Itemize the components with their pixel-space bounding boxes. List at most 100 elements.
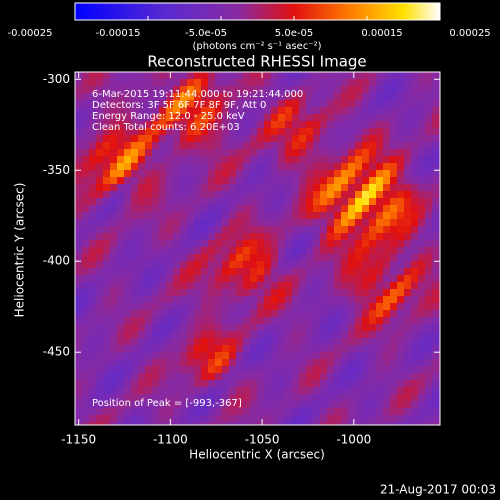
- image-cell: [369, 401, 376, 408]
- image-cell: [327, 86, 334, 93]
- image-cell: [376, 128, 383, 135]
- image-cell: [201, 415, 208, 422]
- image-cell: [103, 303, 110, 310]
- image-cell: [327, 177, 334, 184]
- image-cell: [411, 107, 418, 114]
- image-cell: [89, 170, 96, 177]
- image-cell: [292, 275, 299, 282]
- image-cell: [124, 149, 131, 156]
- image-cell: [334, 282, 341, 289]
- image-cell: [383, 219, 390, 226]
- image-cell: [152, 408, 159, 415]
- image-cell: [222, 212, 229, 219]
- image-cell: [327, 240, 334, 247]
- image-cell: [411, 212, 418, 219]
- image-cell: [334, 163, 341, 170]
- image-cell: [222, 254, 229, 261]
- image-cell: [173, 79, 180, 86]
- image-cell: [173, 149, 180, 156]
- image-cell: [138, 366, 145, 373]
- image-cell: [306, 177, 313, 184]
- image-cell: [299, 373, 306, 380]
- image-cell: [383, 373, 390, 380]
- image-cell: [159, 156, 166, 163]
- image-cell: [103, 128, 110, 135]
- image-cell: [348, 156, 355, 163]
- image-cell: [173, 240, 180, 247]
- image-cell: [369, 212, 376, 219]
- image-cell: [82, 296, 89, 303]
- image-cell: [138, 205, 145, 212]
- image-cell: [306, 163, 313, 170]
- image-cell: [334, 149, 341, 156]
- image-cell: [187, 212, 194, 219]
- image-cell: [355, 128, 362, 135]
- image-cell: [320, 212, 327, 219]
- image-cell: [418, 415, 425, 422]
- image-cell: [313, 296, 320, 303]
- image-cell: [306, 282, 313, 289]
- image-cell: [257, 86, 264, 93]
- image-cell: [418, 163, 425, 170]
- image-cell: [138, 282, 145, 289]
- image-cell: [103, 72, 110, 79]
- image-cell: [404, 142, 411, 149]
- image-cell: [152, 226, 159, 233]
- image-cell: [96, 121, 103, 128]
- image-cell: [418, 219, 425, 226]
- image-cell: [215, 387, 222, 394]
- image-cell: [138, 359, 145, 366]
- image-cell: [82, 219, 89, 226]
- image-cell: [264, 212, 271, 219]
- image-cell: [362, 359, 369, 366]
- image-cell: [229, 408, 236, 415]
- image-cell: [229, 191, 236, 198]
- image-cell: [362, 296, 369, 303]
- image-cell: [222, 324, 229, 331]
- image-cell: [89, 240, 96, 247]
- image-cell: [117, 352, 124, 359]
- image-cell: [355, 191, 362, 198]
- image-cell: [110, 93, 117, 100]
- image-cell: [208, 366, 215, 373]
- image-cell: [376, 177, 383, 184]
- image-cell: [348, 352, 355, 359]
- image-cell: [180, 86, 187, 93]
- image-cell: [159, 296, 166, 303]
- image-cell: [180, 275, 187, 282]
- image-cell: [75, 142, 82, 149]
- image-cell: [299, 359, 306, 366]
- image-cell: [103, 380, 110, 387]
- image-cell: [222, 205, 229, 212]
- image-cell: [271, 317, 278, 324]
- image-cell: [264, 366, 271, 373]
- image-cell: [362, 135, 369, 142]
- image-cell: [117, 149, 124, 156]
- image-cell: [341, 233, 348, 240]
- image-cell: [383, 149, 390, 156]
- image-cell: [299, 142, 306, 149]
- image-cell: [299, 163, 306, 170]
- image-cell: [222, 100, 229, 107]
- image-cell: [110, 72, 117, 79]
- image-cell: [264, 401, 271, 408]
- image-cell: [264, 240, 271, 247]
- image-cell: [96, 212, 103, 219]
- image-cell: [334, 226, 341, 233]
- image-cell: [159, 135, 166, 142]
- image-cell: [145, 296, 152, 303]
- image-cell: [271, 191, 278, 198]
- image-cell: [236, 128, 243, 135]
- image-cell: [376, 191, 383, 198]
- image-cell: [166, 135, 173, 142]
- image-cell: [369, 114, 376, 121]
- image-cell: [334, 352, 341, 359]
- image-cell: [348, 415, 355, 422]
- image-cell: [257, 191, 264, 198]
- image-cell: [187, 317, 194, 324]
- image-cell: [166, 226, 173, 233]
- image-cell: [320, 275, 327, 282]
- image-cell: [271, 233, 278, 240]
- image-cell: [355, 422, 362, 425]
- image-cell: [271, 254, 278, 261]
